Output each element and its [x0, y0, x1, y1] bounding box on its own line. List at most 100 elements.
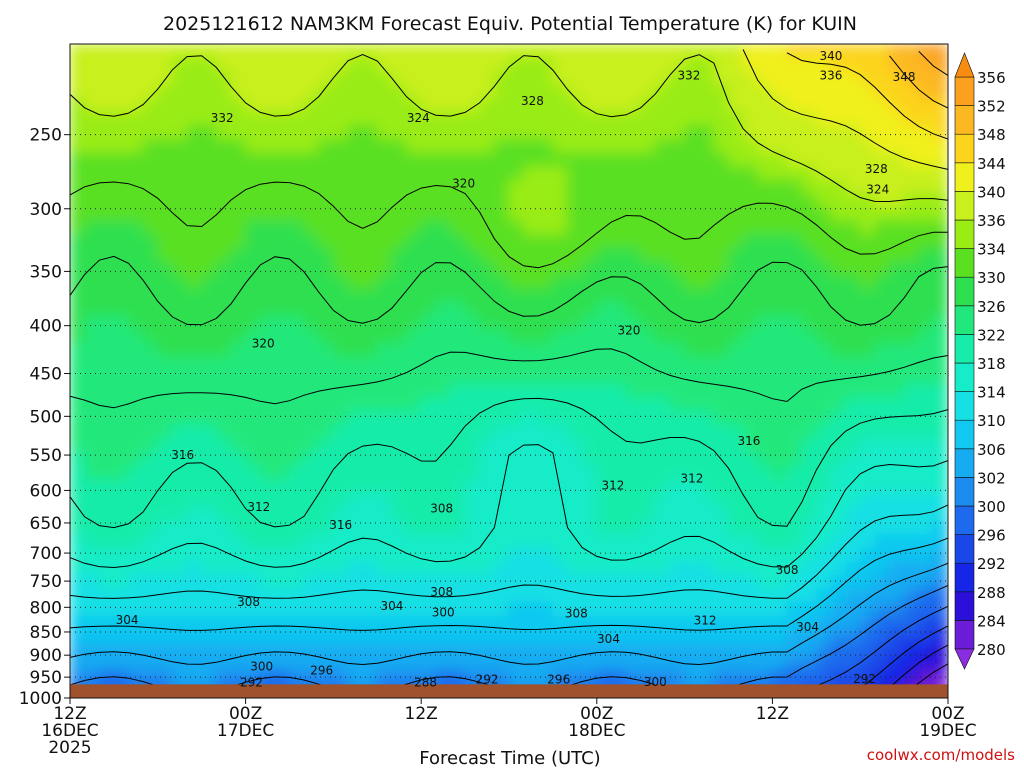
field-cell — [142, 506, 159, 522]
y-tick-label: 900 — [30, 646, 62, 666]
field-cell — [449, 506, 466, 522]
field-cell — [859, 193, 876, 208]
field-cell — [289, 561, 305, 576]
field-cell — [157, 534, 173, 549]
field-cell — [420, 615, 437, 631]
field-cell — [728, 534, 744, 549]
field-cell — [420, 656, 437, 672]
field-cell — [128, 98, 144, 113]
field-cell — [903, 479, 920, 495]
field-cell — [245, 125, 261, 140]
field-cell — [713, 493, 729, 508]
y-tick-label: 1000 — [19, 689, 62, 709]
field-cell — [274, 247, 290, 263]
field-cell — [464, 166, 481, 181]
field-cell — [728, 152, 744, 168]
field-cell — [771, 397, 788, 413]
field-cell — [874, 138, 890, 154]
field-cell — [318, 125, 334, 140]
field-cell — [874, 302, 890, 317]
field-cell — [815, 70, 832, 86]
field-cell — [332, 44, 349, 59]
field-cell — [567, 438, 583, 454]
colorbar: 2802842882922963003023063103143183223263… — [954, 52, 1006, 670]
field-cell — [201, 138, 217, 154]
field-cell — [830, 98, 847, 113]
field-cell — [640, 561, 656, 576]
field-cell — [713, 411, 729, 426]
field-cell — [142, 574, 159, 590]
field-cell — [128, 643, 144, 658]
field-cell — [640, 288, 656, 304]
field-cell — [757, 57, 773, 72]
field-cell — [757, 425, 773, 440]
field-cell — [464, 493, 481, 508]
field-cell — [713, 547, 729, 563]
field-cell — [245, 329, 261, 345]
field-cell — [274, 411, 290, 426]
field-cell — [742, 98, 759, 113]
field-cell — [318, 138, 334, 154]
field-cell — [742, 84, 759, 99]
field-cell — [815, 275, 832, 290]
field-cell — [728, 316, 744, 331]
x-tick-label: 17DEC — [217, 721, 274, 741]
field-cell — [581, 234, 598, 249]
field-cell — [142, 166, 159, 181]
field-cell — [786, 84, 803, 99]
contour-line — [70, 255, 948, 326]
field-cell — [406, 370, 422, 386]
colorbar-swatch — [954, 191, 975, 221]
field-cell — [201, 656, 217, 672]
field-cell — [640, 138, 656, 154]
field-cell — [493, 452, 510, 467]
field-cell — [391, 643, 408, 658]
field-cell — [684, 356, 700, 372]
field-cell — [406, 111, 422, 127]
field-cell — [230, 57, 247, 72]
field-cell — [259, 316, 276, 331]
colorbar-label: 300 — [977, 498, 1006, 516]
field-cell — [391, 561, 408, 576]
field-cell — [581, 384, 598, 399]
field-cell — [757, 152, 773, 168]
field-cell — [479, 302, 495, 317]
field-cell — [918, 534, 934, 549]
plot-frame — [69, 43, 949, 699]
field-cell — [918, 125, 934, 140]
field-cell — [332, 261, 349, 277]
field-cell — [771, 643, 788, 658]
field-cell — [347, 234, 364, 249]
field-cell — [171, 152, 188, 168]
field-cell — [435, 574, 451, 590]
field-cell — [742, 329, 759, 345]
field-cell — [845, 534, 861, 549]
field-cell — [98, 465, 115, 481]
field-cell — [669, 520, 686, 535]
field-cell — [84, 70, 100, 86]
field-cell — [376, 193, 393, 208]
field-cell — [625, 479, 642, 495]
contour-label: 320 — [252, 337, 275, 351]
field-cell — [215, 98, 232, 113]
field-cell — [186, 138, 203, 154]
field-cell — [581, 452, 598, 467]
field-cell — [435, 179, 451, 195]
field-cell — [84, 234, 100, 249]
field-cell — [508, 44, 525, 59]
field-cell — [698, 220, 715, 236]
field-cell — [523, 534, 539, 549]
field-cell — [449, 70, 466, 86]
field-cell — [830, 506, 847, 522]
field-cell — [581, 615, 598, 631]
field-cell — [508, 397, 525, 413]
field-cell — [552, 166, 569, 181]
field-cell — [581, 57, 598, 72]
field-cell — [449, 384, 466, 399]
field-cell — [845, 275, 861, 290]
field-cell — [435, 207, 451, 222]
field-cell — [70, 343, 86, 358]
field-cell — [303, 643, 320, 658]
field-cell — [684, 57, 700, 72]
field-cell — [186, 98, 203, 113]
